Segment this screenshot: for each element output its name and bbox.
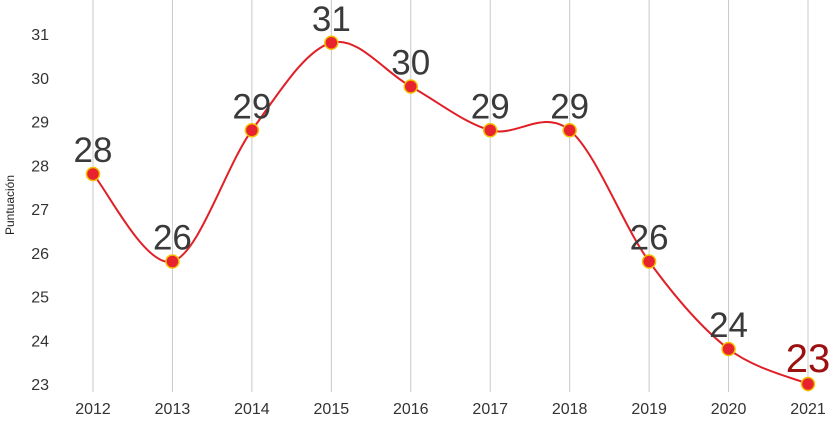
x-tick-label: 2013	[155, 401, 191, 418]
x-tick-label: 2020	[711, 401, 747, 418]
data-label: 29	[471, 87, 510, 126]
data-label: 28	[74, 131, 113, 170]
data-point	[562, 123, 577, 138]
y-tick-label: 24	[31, 333, 49, 350]
data-point	[244, 123, 260, 138]
data-point	[403, 79, 419, 94]
x-tick-label: 2017	[472, 401, 508, 418]
data-point	[324, 35, 339, 50]
x-tick-label: 2019	[631, 401, 667, 418]
data-label: 29	[232, 87, 271, 126]
data-point	[85, 166, 101, 182]
series-line	[92, 40, 809, 385]
data-label: 29	[550, 87, 589, 126]
y-tick-label: 30	[31, 71, 49, 88]
y-tick-label: 29	[31, 115, 49, 132]
y-tick-label: 25	[31, 290, 49, 307]
x-tick-label: 2014	[234, 401, 270, 418]
x-tick-label: 2012	[75, 401, 111, 418]
data-point	[721, 341, 736, 357]
data-label: 26	[153, 219, 192, 258]
y-axis-label: Puntuación	[3, 175, 17, 235]
data-point	[641, 254, 657, 269]
y-tick-label: 23	[31, 377, 49, 394]
x-tick-label: 2016	[393, 401, 429, 418]
data-point	[482, 123, 498, 138]
x-tick-label: 2021	[790, 401, 826, 418]
data-label: 30	[391, 44, 430, 83]
data-point	[165, 254, 180, 269]
data-point	[800, 376, 816, 392]
data-label: 24	[709, 306, 748, 345]
y-tick-label: 28	[31, 158, 49, 175]
y-tick-label: 31	[31, 27, 49, 44]
data-label: 31	[312, 0, 351, 39]
data-label: 26	[630, 219, 669, 258]
data-label: 23	[786, 337, 831, 381]
y-tick-label: 26	[31, 246, 49, 263]
x-tick-label: 2018	[552, 401, 588, 418]
y-tick-label: 27	[31, 202, 49, 219]
x-tick-label: 2015	[314, 401, 350, 418]
